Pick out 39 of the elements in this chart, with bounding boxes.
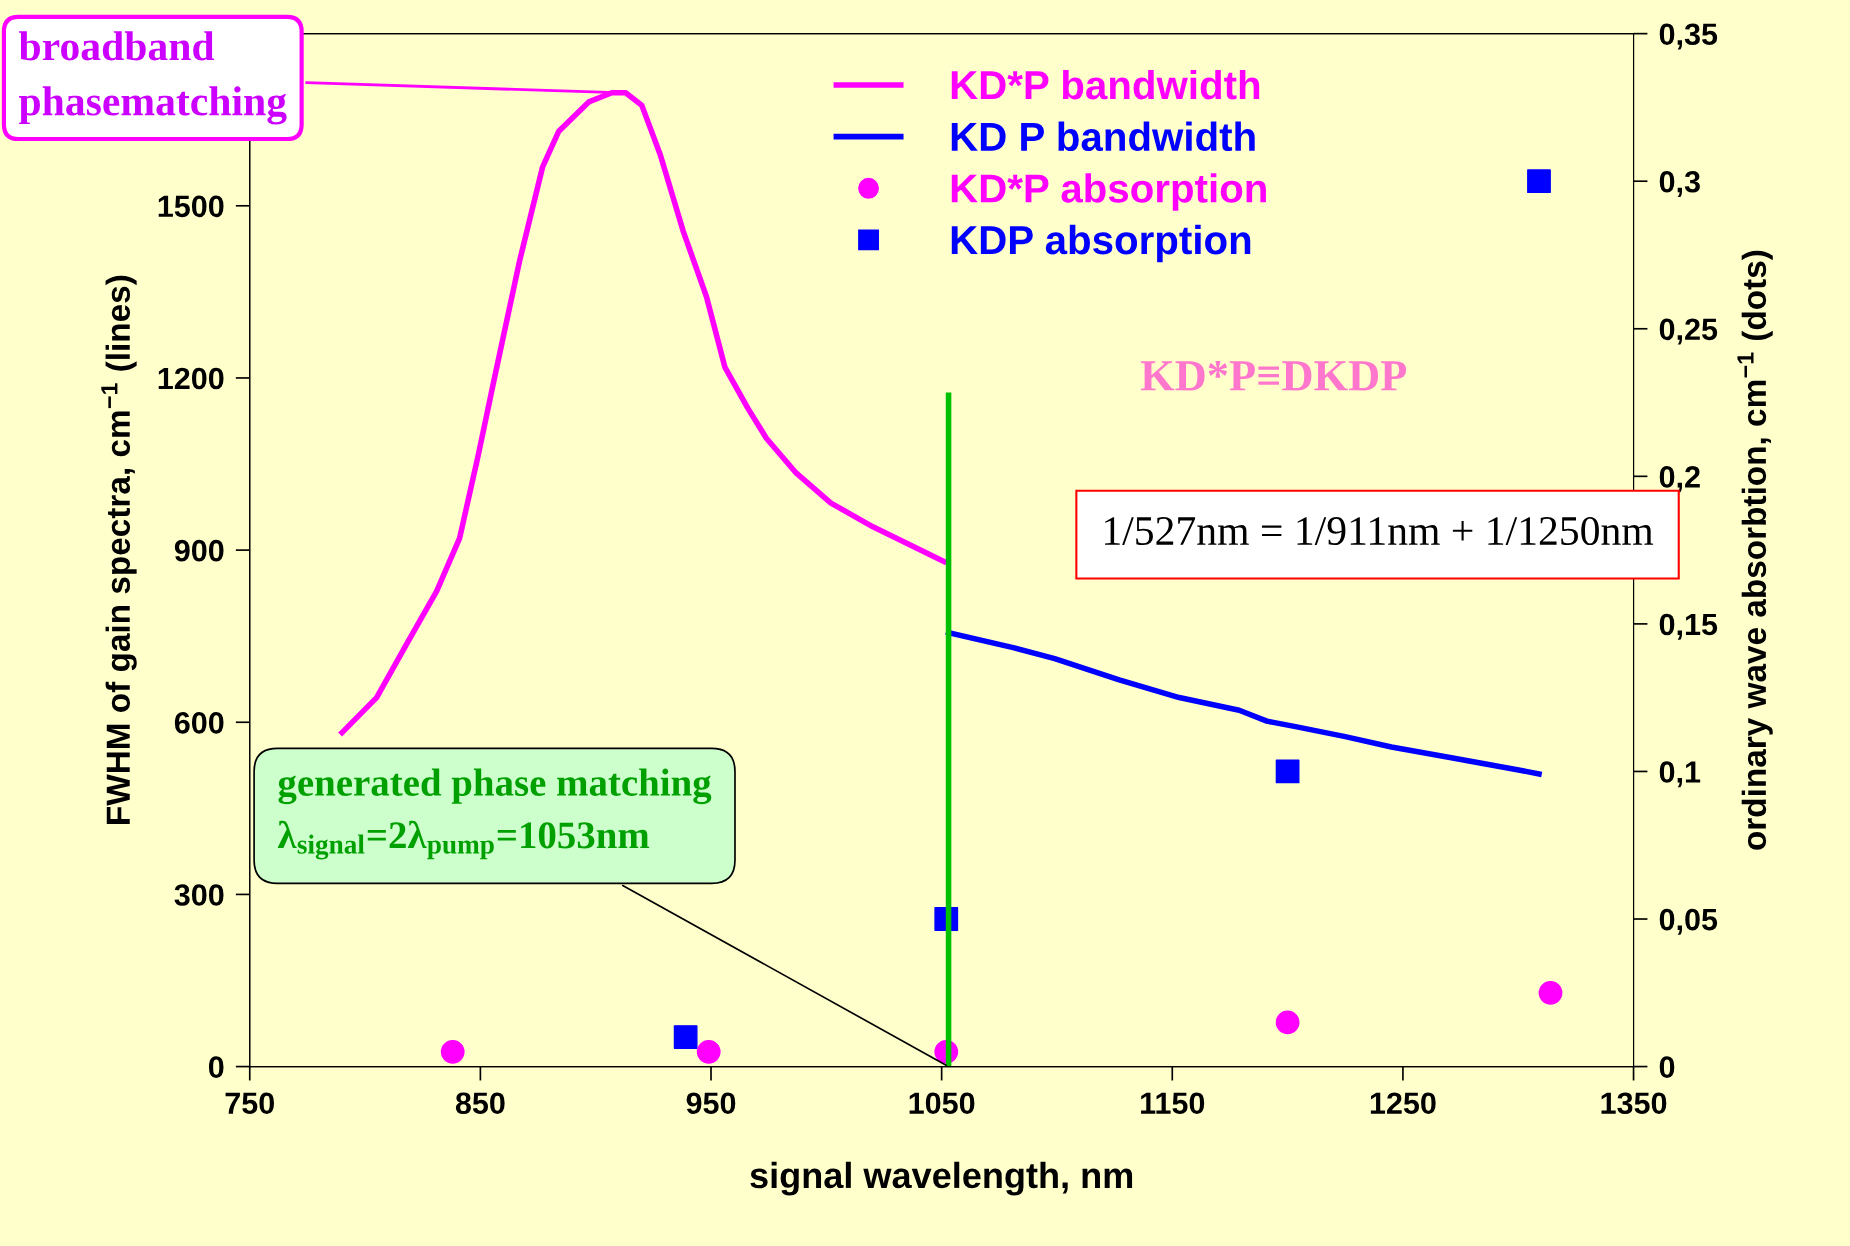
point	[1538, 980, 1563, 1005]
x-tick-label: 850	[455, 1092, 505, 1115]
y2-tick-label: 0,05	[1659, 908, 1718, 935]
legend-label: KD P bandwidth	[951, 121, 1255, 152]
annotation: 1/527nm = 1/911nm + 1/1250nm	[1105, 516, 1654, 546]
x-tick-label: 950	[686, 1092, 736, 1115]
legend-label: KD*P bandwidth	[951, 69, 1260, 100]
y2-axis-title: ordinary wave absorbtion, cm$^{−1}$ (dots)	[1737, 250, 1773, 850]
y-tick-label: 1200	[158, 367, 224, 390]
point	[1527, 169, 1551, 194]
y2-tick-label: 0,3	[1659, 170, 1700, 198]
y-tick-label: 900	[174, 539, 224, 562]
point	[696, 1039, 721, 1064]
x-tick-label: 1150	[1141, 1092, 1205, 1115]
y-tick-label: 300	[174, 884, 224, 906]
y-tick-label: 1500	[158, 195, 224, 218]
legend-label: KDP absorption	[951, 224, 1251, 263]
point	[1275, 1010, 1300, 1035]
x-tick-label: 1350	[1601, 1092, 1667, 1115]
y-tick-label: 0	[208, 1056, 224, 1078]
y2-tick-label: 0,35	[1659, 23, 1718, 50]
y2-tick-label: 0,1	[1659, 761, 1701, 788]
y2-tick-label: 0,15	[1659, 613, 1718, 640]
annotation: KD*P≡DKDP	[1140, 361, 1407, 391]
legend-label: KD*P absorption	[951, 173, 1266, 211]
y-axis-title: FWHM of gain spectra, cm$^{−1}$ (lines)	[101, 275, 137, 824]
x-tick-label: 1050	[909, 1092, 975, 1115]
y2-tick-label: 0,25	[1659, 318, 1718, 345]
x-axis-title: signal wavelength, nm	[750, 1161, 1133, 1196]
point	[440, 1039, 465, 1064]
annotation: generated phase matching λ$_{signal}$=2λ$_{pump}$=1053nm	[277, 768, 712, 860]
x-tick-label: 750	[225, 1092, 274, 1115]
annotation: broadband phasematching	[19, 31, 287, 125]
y2-tick-label: 0	[1659, 1056, 1675, 1078]
y2-tick-label: 0,2	[1659, 466, 1700, 493]
y-tick-label: 600	[174, 712, 224, 734]
point	[1275, 759, 1300, 784]
point	[673, 1025, 698, 1049]
x-tick-label: 1250	[1370, 1092, 1436, 1115]
